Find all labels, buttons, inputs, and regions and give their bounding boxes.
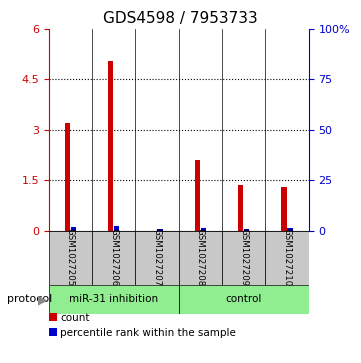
Bar xyxy=(65,123,70,231)
Bar xyxy=(222,231,265,285)
Text: GSM1027210: GSM1027210 xyxy=(283,228,291,286)
Bar xyxy=(49,231,92,285)
Text: GDS4598 / 7953733: GDS4598 / 7953733 xyxy=(103,11,258,26)
Bar xyxy=(201,228,206,231)
Bar xyxy=(49,285,179,314)
Text: control: control xyxy=(226,294,262,305)
Bar xyxy=(281,187,287,231)
Bar xyxy=(195,160,200,231)
Bar xyxy=(238,185,243,231)
Text: ▶: ▶ xyxy=(38,293,48,306)
Text: protocol: protocol xyxy=(7,294,52,305)
Bar xyxy=(108,61,113,231)
Text: GSM1027207: GSM1027207 xyxy=(153,228,161,286)
Text: GSM1027209: GSM1027209 xyxy=(239,228,248,286)
Text: GSM1027205: GSM1027205 xyxy=(66,228,75,286)
Text: count: count xyxy=(60,313,90,323)
Bar xyxy=(114,226,119,231)
Text: miR-31 inhibition: miR-31 inhibition xyxy=(69,294,158,305)
Bar xyxy=(179,285,309,314)
Bar xyxy=(265,231,309,285)
Bar xyxy=(244,229,249,231)
Bar xyxy=(71,227,76,231)
Text: percentile rank within the sample: percentile rank within the sample xyxy=(60,328,236,338)
Bar xyxy=(287,228,293,231)
Text: GSM1027206: GSM1027206 xyxy=(109,228,118,286)
Bar xyxy=(92,231,135,285)
Bar xyxy=(157,229,163,231)
Bar xyxy=(179,231,222,285)
Bar xyxy=(135,231,179,285)
Text: GSM1027208: GSM1027208 xyxy=(196,228,205,286)
